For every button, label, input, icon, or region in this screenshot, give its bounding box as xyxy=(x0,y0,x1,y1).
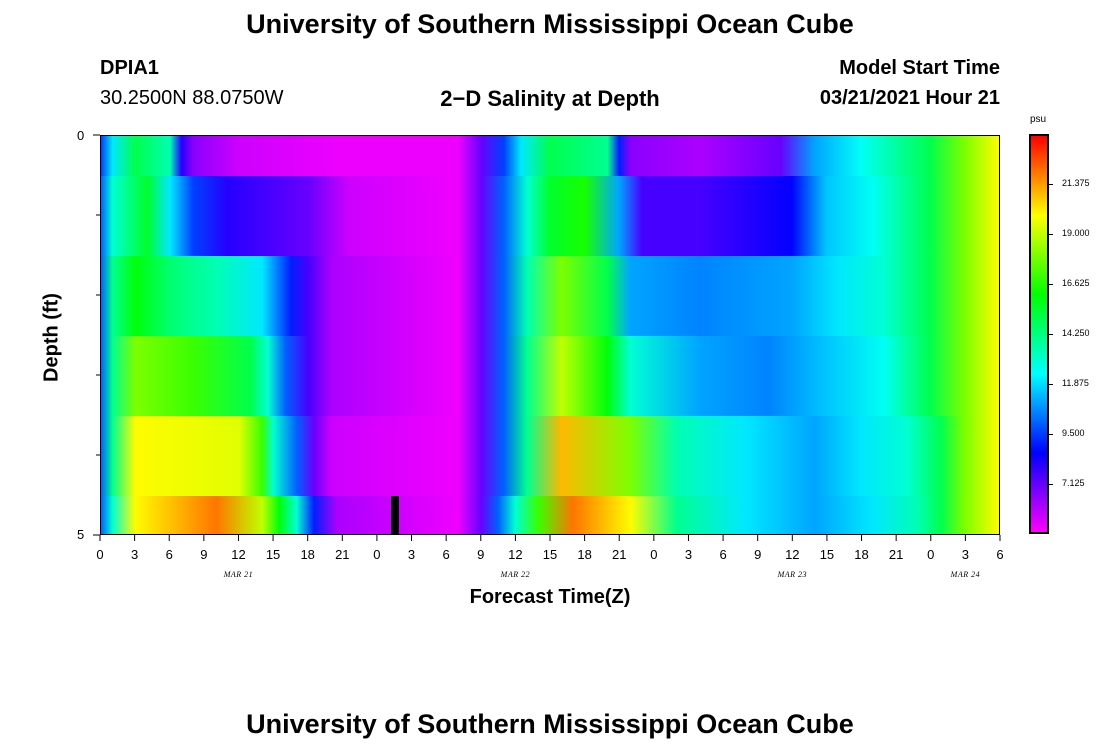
model-start-label: Model Start Time xyxy=(839,57,1000,79)
x-axis-label: Forecast Time(Z) xyxy=(469,586,631,608)
x-tick-label-9: 3 xyxy=(407,547,416,562)
page-title: University of Southern Mississippi Ocean… xyxy=(246,9,854,39)
x-tick-label-20: 12 xyxy=(785,547,800,562)
colorbar-tick-2 xyxy=(1049,284,1053,285)
x-tick-label-2: 6 xyxy=(165,547,173,562)
x-tick-label-8: 0 xyxy=(373,547,381,562)
model-start-value: 03/21/2021 Hour 21 xyxy=(819,87,1000,109)
x-tick-label-21: 15 xyxy=(819,547,835,562)
colorbar-tick-label-3: 14.250 xyxy=(1062,328,1090,338)
chart-title: 2−D Salinity at Depth xyxy=(440,86,660,111)
month-labels: MAR 21 MAR 22 MAR 23 MAR 24 xyxy=(0,570,1100,582)
x-tick-label-13: 15 xyxy=(542,547,558,562)
colorbar-unit: psu xyxy=(1030,114,1047,125)
x-tick-label-10: 6 xyxy=(442,547,450,562)
colorbar-tick-label-2: 16.625 xyxy=(1062,278,1090,288)
x-tick-label-12: 12 xyxy=(508,547,523,562)
y-axis-label: Depth (ft) xyxy=(40,293,63,382)
x-tick-label-24: 0 xyxy=(927,547,935,562)
depth-band-2 xyxy=(101,256,999,337)
month-label-2: MAR 23 xyxy=(777,570,808,579)
month-label-1: MAR 22 xyxy=(500,570,531,579)
x-tick-label-14: 18 xyxy=(577,547,592,562)
x-tick-label-1: 3 xyxy=(130,547,139,562)
x-tick-label-23: 21 xyxy=(888,547,904,562)
depth-band-3 xyxy=(101,336,999,417)
station-coords: 30.2500N 88.0750W xyxy=(100,87,284,109)
colorbar-tick-label-6: 7.125 xyxy=(1062,478,1085,488)
month-label-3: MAR 24 xyxy=(950,570,981,579)
salinity-heatmap xyxy=(100,135,1000,535)
colorbar-tick-0 xyxy=(1049,184,1053,185)
y-axis-ticks xyxy=(93,134,100,536)
x-tick-label-5: 15 xyxy=(265,547,281,562)
depth-band-1 xyxy=(101,176,999,257)
x-axis-ticks xyxy=(99,535,1001,541)
x-tick-label-16: 0 xyxy=(650,547,658,562)
colorbar-tick-label-1: 19.000 xyxy=(1062,228,1090,238)
now-marker xyxy=(391,496,400,534)
x-tick-label-25: 3 xyxy=(961,547,969,562)
colorbar-tick-label-0: 21.375 xyxy=(1062,178,1090,188)
x-tick-label-19: 9 xyxy=(754,547,762,562)
y-tick-label-0: 0 xyxy=(77,128,85,143)
colorbar-tick-6 xyxy=(1049,484,1053,485)
x-axis: 0 3 6 9 12 15 18 21 0 3 6 9 12 15 18 21 0 3 6 9 12 15 18 21 0 3 6 xyxy=(0,535,1100,575)
colorbar-tick-5 xyxy=(1049,434,1053,435)
colorbar-tick-label-5: 9.500 xyxy=(1062,428,1085,438)
station-id: DPIA1 xyxy=(100,57,159,79)
footer-title: University of Southern Mississippi Ocean… xyxy=(246,709,854,739)
colorbar-tick-label-4: 11.875 xyxy=(1062,378,1089,388)
colorbar-tick-1 xyxy=(1049,234,1053,235)
colorbar-tick-4 xyxy=(1049,384,1053,385)
x-tick-label-15: 21 xyxy=(611,547,627,562)
x-tick-label-3: 9 xyxy=(200,547,208,562)
y-tick-label-5: 5 xyxy=(77,527,85,542)
depth-band-0 xyxy=(101,136,999,177)
x-tick-label-7: 21 xyxy=(335,547,350,562)
month-label-0: MAR 21 xyxy=(223,570,254,579)
x-tick-label-17: 3 xyxy=(684,547,693,562)
x-tick-label-18: 6 xyxy=(719,547,727,562)
x-tick-label-22: 18 xyxy=(854,547,869,562)
x-tick-label-11: 9 xyxy=(477,547,485,562)
depth-band-5 xyxy=(101,496,999,534)
colorbar-ticks: 21.375 19.000 16.625 14.250 11.875 9.500 7.125 xyxy=(1049,134,1099,534)
x-tick-label-4: 12 xyxy=(231,547,246,562)
colorbar xyxy=(1029,134,1049,534)
x-tick-label-6: 18 xyxy=(300,547,315,562)
depth-band-4 xyxy=(101,416,999,497)
colorbar-tick-3 xyxy=(1049,334,1053,335)
x-tick-label-26: 6 xyxy=(996,547,1004,562)
x-tick-label-0: 0 xyxy=(96,547,104,562)
